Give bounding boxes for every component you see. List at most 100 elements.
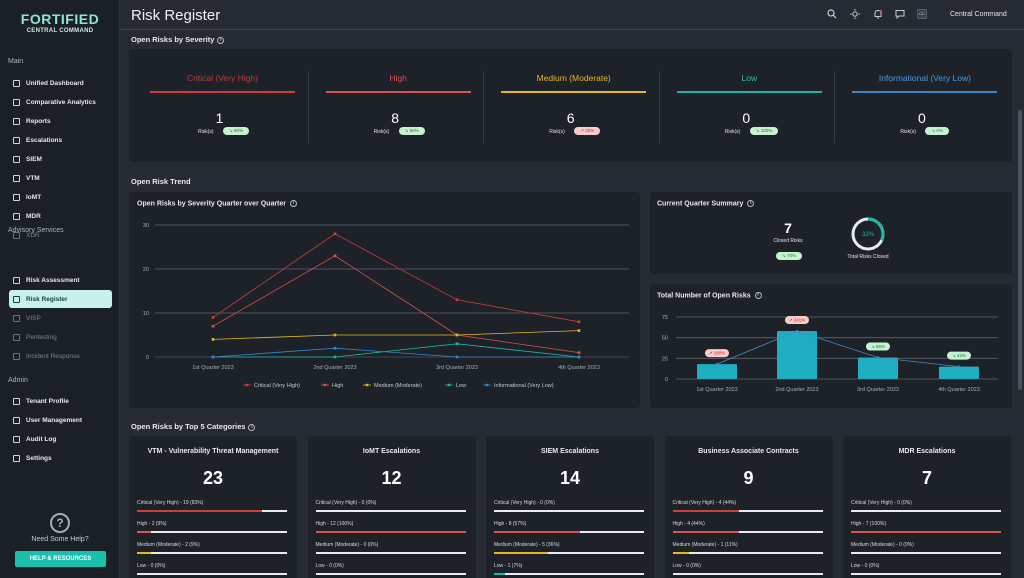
sidebar-item-tenant-profile[interactable]: Tenant Profile [9,392,112,410]
x-tick-label: 4th Quarter 2023 [938,387,980,393]
sidebar-item-risk-register[interactable]: Risk Register [9,290,112,308]
series-point[interactable] [577,320,581,324]
category-row-label: Low - 0 (0%) [315,563,344,569]
category-title: VTM - Vulnerability Threat Management [147,448,279,455]
legend-item[interactable]: Low [445,383,466,389]
series-point[interactable] [577,351,581,354]
sidebar-item-unified-dashboard[interactable]: Unified Dashboard [9,74,112,92]
sidebar-item-user-management[interactable]: User Management [9,411,112,429]
severity-divider [658,71,660,143]
avatar-icon[interactable]: CC [917,9,927,19]
bar[interactable] [777,331,817,379]
series-point[interactable] [455,298,459,302]
series-point[interactable] [211,338,215,341]
severity-count: 0 [742,110,751,126]
sidebar-item-reports[interactable]: Reports [9,112,112,130]
category-card: IoMT Escalations 12 Critical (Very High) -… [307,436,476,578]
category-row-label: Medium (Moderate) - 0 (0%) [851,542,914,548]
sidebar-item-visp[interactable]: VISP [9,309,112,327]
bar[interactable] [858,357,898,379]
sidebar-item-risk-assessment[interactable]: Risk Assessment [9,271,112,289]
chat-icon[interactable] [894,9,905,20]
severity-underline [150,91,295,93]
sidebar-item-settings[interactable]: Settings [9,449,112,467]
sidebar-item-xdr[interactable]: XDR [9,226,112,244]
sidebar-item-vtm[interactable]: VTM [9,169,112,187]
closed-risks-label: Closed Risks [773,238,803,244]
category-row-bar [494,573,644,575]
series-point[interactable] [211,355,215,359]
series-point[interactable] [211,316,215,319]
category-row-fill [672,510,739,512]
category-row-fill [137,510,262,512]
summary-title: Current Quarter Summary i [657,200,755,207]
sidebar-item-comparative-analytics[interactable]: Comparative Analytics [9,93,112,111]
category-row-bar [137,510,287,512]
category-row-label: Medium (Moderate) - 2 (9%) [137,542,200,548]
info-icon[interactable]: i [290,200,298,207]
legend-item[interactable]: Critical (Very High) [243,383,300,389]
bar[interactable] [697,364,737,379]
category-row-bar [315,510,466,512]
category-row-bar [851,552,1001,554]
series-point[interactable] [333,254,337,258]
bar-badge-bg [785,316,809,325]
risk-assessment-icon [13,276,20,284]
bell-icon[interactable] [872,9,883,20]
series-point[interactable] [333,333,337,337]
series-point[interactable] [333,346,337,350]
sidebar-item-label: Reports [26,117,51,125]
series-point[interactable] [333,355,337,359]
category-row-label: Critical (Very High) - 0 (0%) [851,500,912,506]
legend-item[interactable]: Informational (Very Low) [483,383,554,389]
sidebar-item-label: IoMT [26,193,42,201]
search-icon[interactable] [826,9,837,20]
categories-section-title: Open Risks by Top 5 Categories i [131,422,256,431]
category-row: Critical (Very High) - 0 (0%) [315,498,466,521]
series-point[interactable] [455,333,459,337]
siem-icon [13,155,20,163]
series-point[interactable] [577,329,581,332]
total-risks-title: Total Number of Open Risks i [657,292,762,299]
sidebar-item-iomt[interactable]: IoMT [9,188,112,206]
sun-icon[interactable] [849,9,860,20]
category-row-label: Medium (Moderate) - 0 (0%) [315,542,379,548]
user-name[interactable]: Central Command [950,11,1007,18]
legend-marker [365,383,369,387]
sidebar-item-audit-log[interactable]: Audit Log [9,430,112,448]
page-scrollbar[interactable] [1018,110,1022,390]
x-tick-label: 1st Quarter 2023 [192,365,233,371]
sidebar: FORTIFIED CENTRAL COMMAND Main Unified Da… [0,0,120,578]
category-total: 14 [559,468,581,488]
series-point[interactable] [211,324,215,328]
sidebar-item-label: Audit Log [26,435,57,443]
sidebar-item-siem[interactable]: SIEM [9,150,112,168]
closed-risks-badge: ↘ 70% [776,252,803,260]
series-point[interactable] [455,342,459,346]
sidebar-item-incident-response[interactable]: Incident Response [9,347,112,365]
info-icon[interactable]: i [217,36,225,44]
sidebar-item-pentesting[interactable]: Pentesting [9,328,112,346]
series-point[interactable] [577,355,581,359]
category-row-bar [315,573,466,575]
pentesting-icon [13,333,20,341]
bar-badge-bg [705,349,729,358]
brand-logo[interactable]: FORTIFIED CENTRAL COMMAND [0,12,120,35]
info-icon[interactable]: i [754,292,762,299]
info-icon[interactable]: i [248,423,256,431]
category-row-label: High - 7 (100%) [851,521,887,527]
category-row-label: Critical (Very High) - 0 (0%) [315,500,377,506]
legend-item[interactable]: Medium (Moderate) [363,383,422,389]
severity-trend-badge: ↘ 50% [398,127,425,135]
legend-item[interactable]: High [321,383,343,389]
category-title: IoMT Escalations [362,448,421,455]
series-point[interactable] [455,355,459,359]
severity-col-4: Informational (Very Low) 0 Risk(s) ↘ 0% [834,49,1009,162]
bar[interactable] [939,366,979,379]
info-icon[interactable]: i [747,200,755,207]
series-point[interactable] [333,232,337,236]
sidebar-item-escalations[interactable]: Escalations [9,131,112,149]
help-resources-button[interactable]: HELP & RESOURCES [15,551,106,567]
sidebar-item-mdr[interactable]: MDR [9,207,112,225]
category-row-label: Critical (Very High) - 0 (0%) [494,500,555,506]
